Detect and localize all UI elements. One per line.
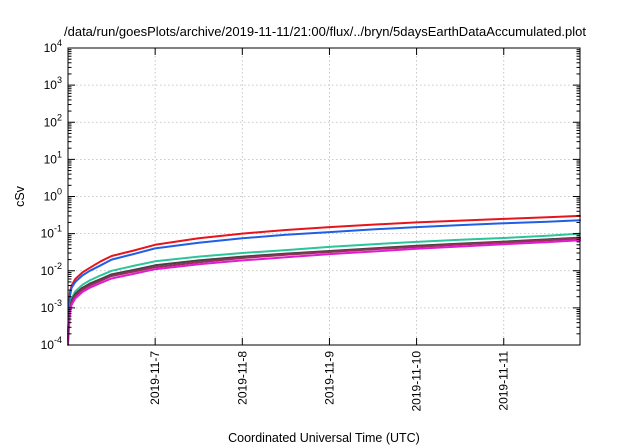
series-line-2 xyxy=(67,219,581,335)
x-tick-label: 2019-11-10 xyxy=(410,351,424,412)
series-line-5 xyxy=(67,237,581,342)
y-tick-label: 102 xyxy=(44,112,62,129)
x-tick-label: 2019-11-11 xyxy=(497,351,511,411)
y-tick-label: 10-1 xyxy=(41,224,62,241)
y-tick-label: 104 xyxy=(44,38,62,55)
y-axis: 10-4 10-3 10-2 10-1 100 101 102 103 104 xyxy=(41,38,580,352)
y-tick-label: 100 xyxy=(44,187,62,204)
y-tick-label: 101 xyxy=(44,149,62,166)
x-axis-label: Coordinated Universal Time (UTC) xyxy=(228,431,420,445)
x-axis: 2019-11-7 2019-11-8 2019-11-9 2019-11-10 201… xyxy=(148,48,511,412)
chart-title: /data/run/goesPlots/archive/2019-11-11/2… xyxy=(64,24,586,39)
series-line-3 xyxy=(67,232,581,340)
y-tick-label: 103 xyxy=(44,75,62,92)
series-line-1 xyxy=(67,214,581,335)
x-tick-label: 2019-11-8 xyxy=(235,351,249,405)
series-lines xyxy=(67,214,581,346)
x-tick-label: 2019-11-7 xyxy=(148,351,162,405)
y-axis-label: cSv xyxy=(13,185,27,207)
y-tick-label: 10-3 xyxy=(41,298,62,315)
series-line-6 xyxy=(67,239,581,346)
x-tick-label: 2019-11-9 xyxy=(322,351,336,405)
grid xyxy=(68,48,580,345)
y-tick-label: 10-2 xyxy=(41,261,62,278)
y-tick-label: 10-4 xyxy=(41,335,62,352)
